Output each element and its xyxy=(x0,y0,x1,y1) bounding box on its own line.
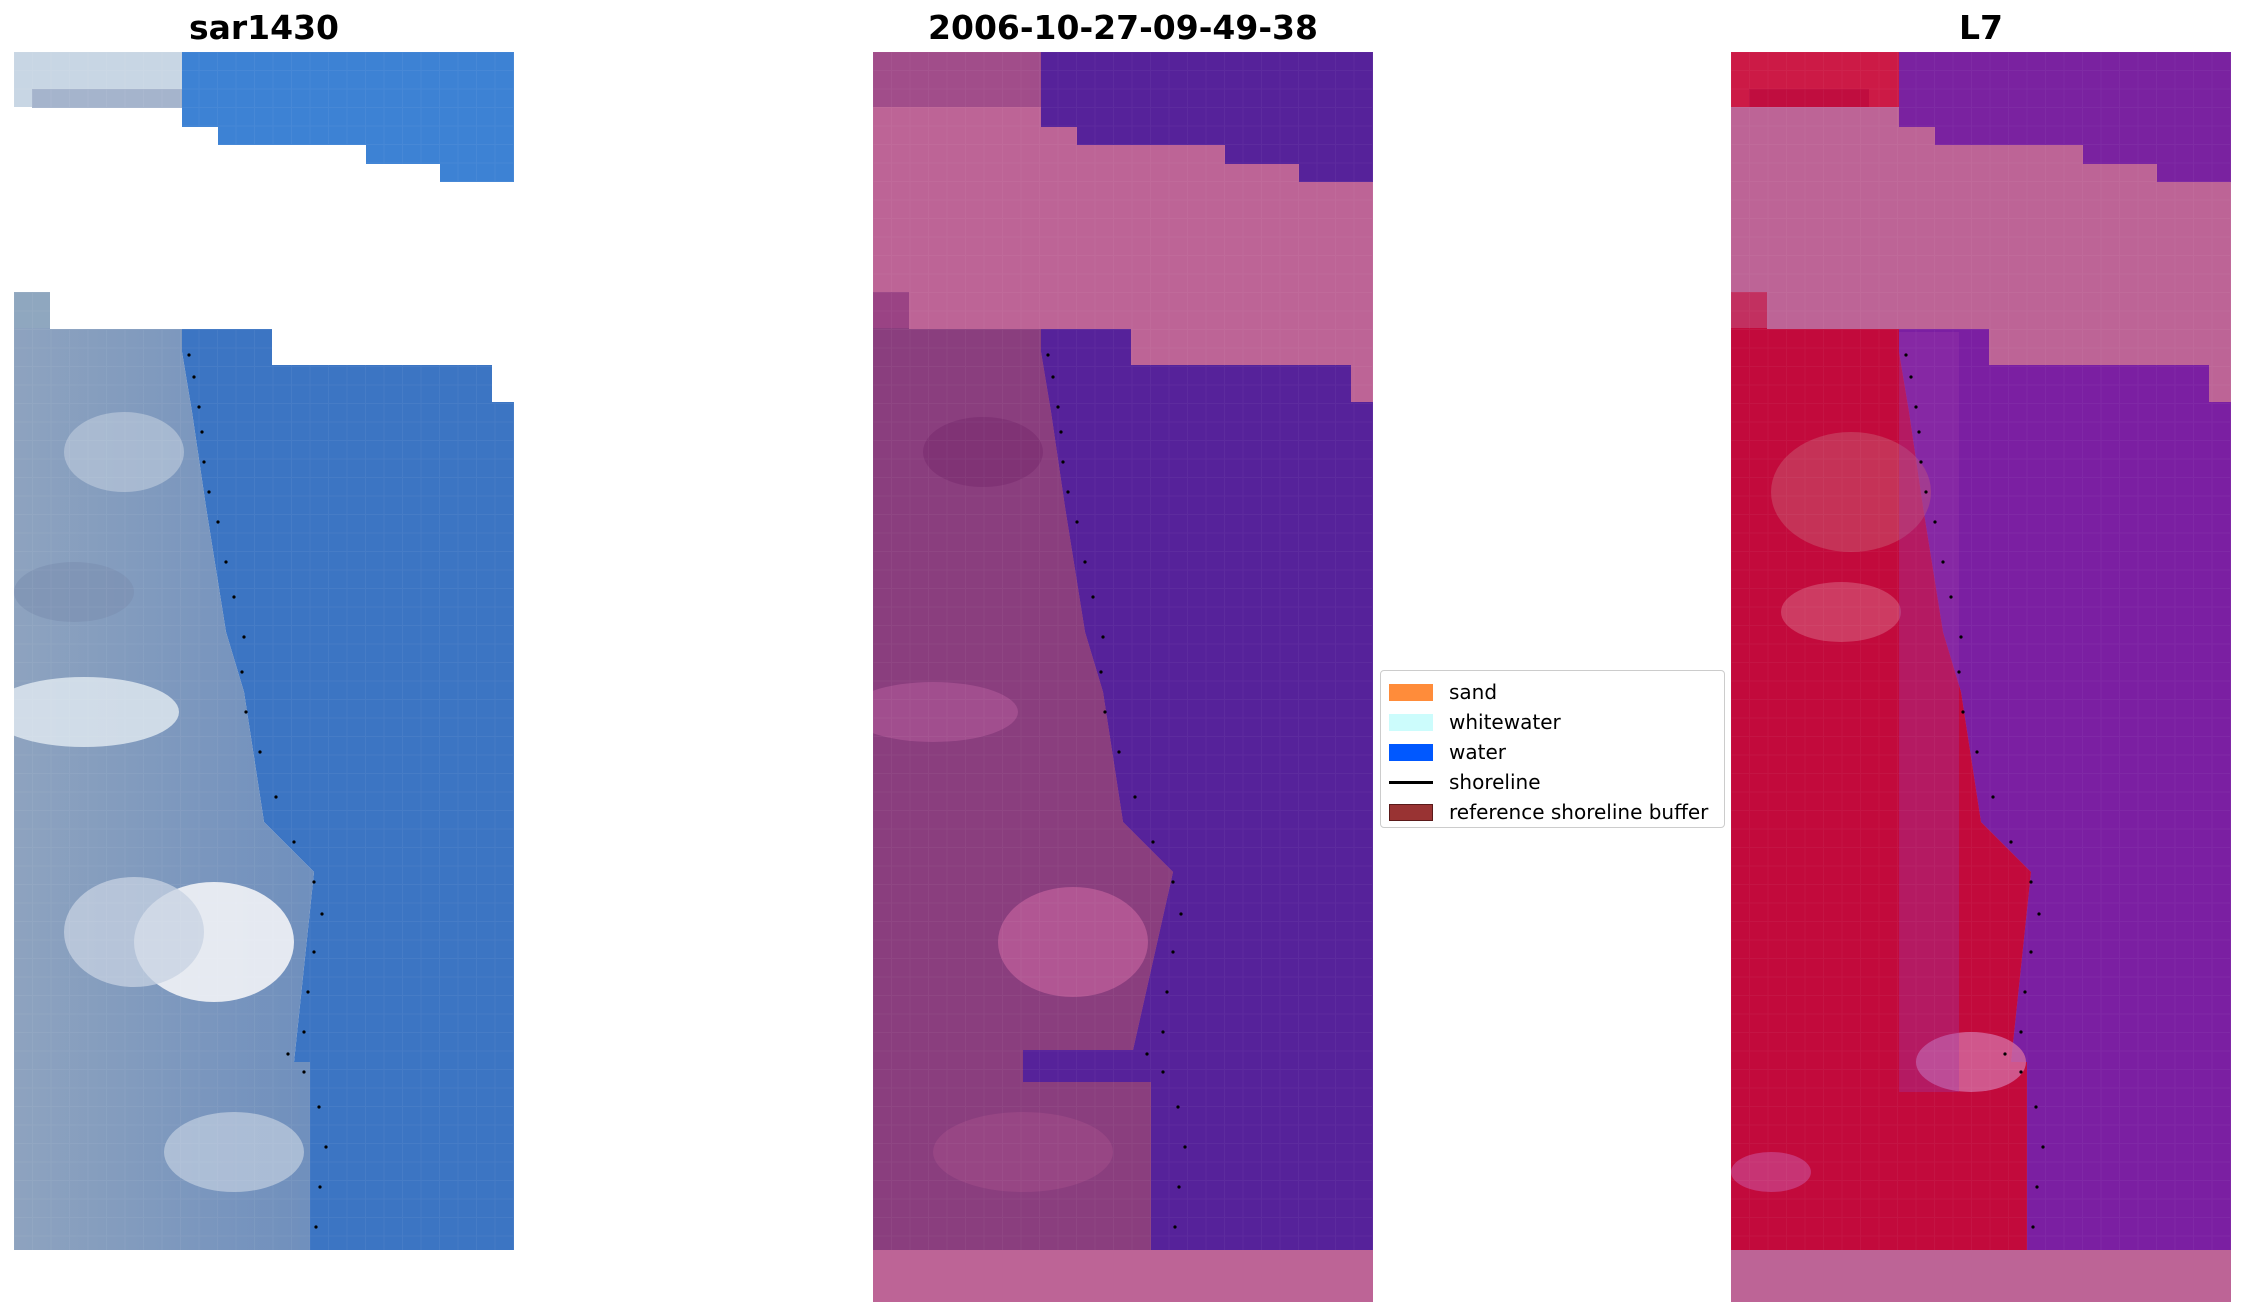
classified-image xyxy=(873,52,1373,1302)
legend-label: water xyxy=(1449,740,1506,764)
legend-item-whitewater: whitewater xyxy=(1389,709,1561,735)
classification-panel-title: 2006-10-27-09-49-38 xyxy=(928,8,1318,47)
shoreline-line-swatch xyxy=(1389,780,1433,784)
legend-label: whitewater xyxy=(1449,710,1561,734)
legend-item-reference-buffer: reference shoreline buffer xyxy=(1389,799,1708,825)
legend-label: sand xyxy=(1449,680,1498,704)
legend: sand whitewater water shoreline referenc… xyxy=(1380,670,1725,828)
reference-buffer-swatch xyxy=(1389,803,1433,821)
rgb-satellite-image xyxy=(14,52,514,1250)
legend-label: shoreline xyxy=(1449,770,1541,794)
legend-item-shoreline: shoreline xyxy=(1389,769,1541,795)
index-panel-title: L7 xyxy=(1959,8,2003,47)
legend-label: reference shoreline buffer xyxy=(1449,800,1709,824)
legend-item-water: water xyxy=(1389,739,1506,765)
sand-swatch xyxy=(1389,683,1433,701)
legend-item-sand: sand xyxy=(1389,679,1497,705)
rgb-panel-title: sar1430 xyxy=(188,8,340,47)
whitewater-swatch xyxy=(1389,713,1433,731)
water-swatch xyxy=(1389,743,1433,761)
index-image xyxy=(1731,52,2231,1302)
